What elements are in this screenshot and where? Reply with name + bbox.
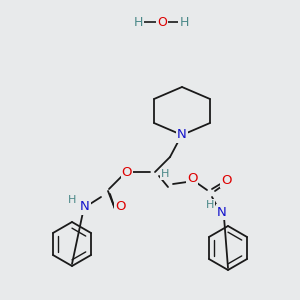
Text: O: O <box>122 166 132 178</box>
Text: O: O <box>187 172 197 185</box>
Text: O: O <box>221 173 231 187</box>
Text: O: O <box>115 200 125 214</box>
Text: H: H <box>133 16 143 28</box>
Text: O: O <box>157 16 167 28</box>
Text: H: H <box>161 169 169 179</box>
Text: H: H <box>179 16 189 28</box>
Text: N: N <box>80 200 90 214</box>
Text: N: N <box>177 128 187 142</box>
Text: N: N <box>217 206 227 218</box>
Text: H: H <box>68 195 76 205</box>
Text: H: H <box>206 200 214 210</box>
